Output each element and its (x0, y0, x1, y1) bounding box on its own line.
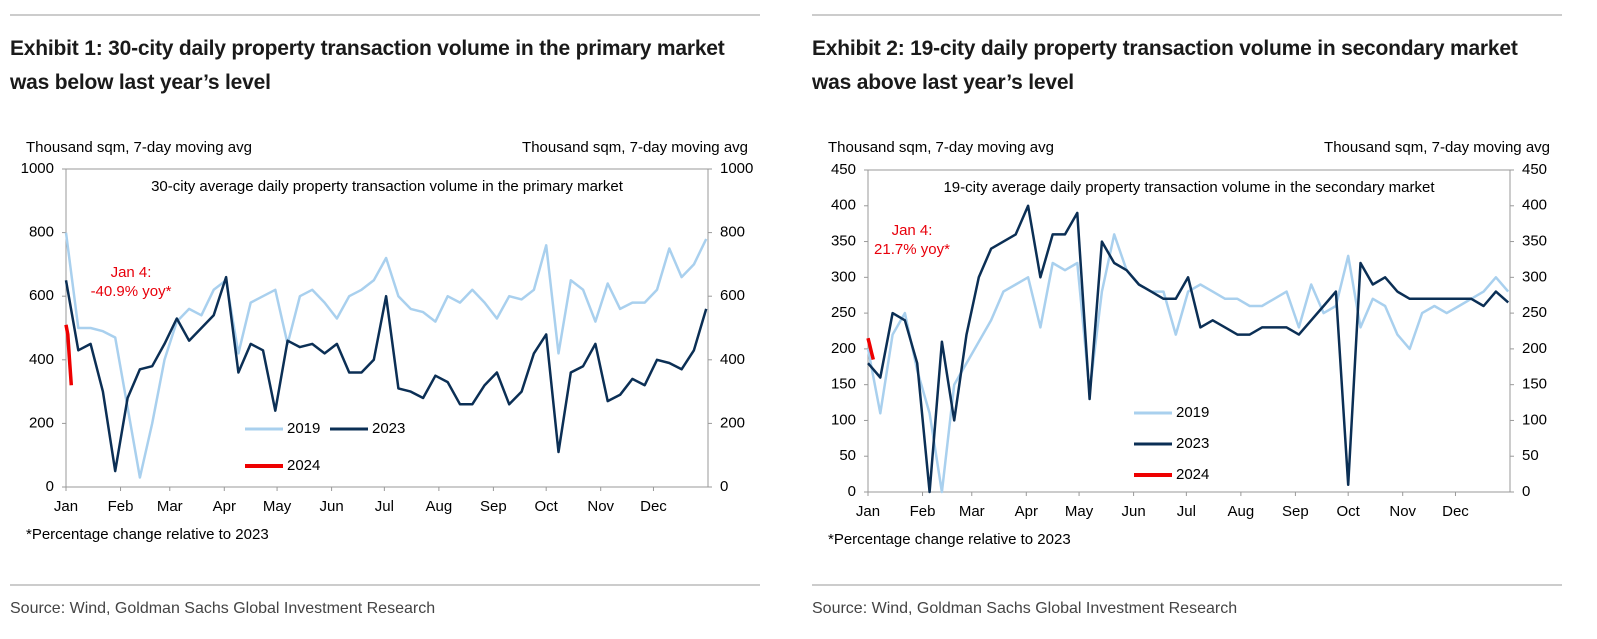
y2-tick-label: 200 (1522, 340, 1547, 357)
series-line (64, 275, 708, 473)
x-tick-label: Feb (910, 503, 936, 520)
y2-axis-label: Thousand sqm, 7-day moving avg (522, 139, 748, 156)
y2-tick-label: 0 (720, 478, 728, 495)
legend-label: 2024 (1176, 466, 1209, 483)
series-line (64, 232, 708, 479)
x-tick-label: Nov (587, 498, 614, 515)
y2-tick-label: 1000 (720, 160, 753, 177)
y-tick-label: 400 (29, 351, 54, 368)
x-tick-label: Sep (1282, 503, 1309, 520)
y-tick-label: 0 (46, 478, 54, 495)
x-tick-label: Mar (157, 498, 183, 515)
y2-tick-label: 0 (1522, 483, 1530, 500)
plot-frame (65, 168, 709, 488)
x-tick-label: May (1065, 503, 1094, 520)
exhibit-title: Exhibit 2: 19-city daily property transa… (812, 37, 1518, 94)
annotation: 21.7% yoy* (874, 241, 950, 258)
y-tick-label: 200 (831, 340, 856, 357)
x-tick-label: Oct (1337, 503, 1361, 520)
y-tick-label: 150 (831, 376, 856, 393)
y-tick-label: 450 (831, 161, 856, 178)
y-tick-label: 600 (29, 287, 54, 304)
series-line (866, 337, 875, 361)
x-tick-label: Feb (108, 498, 134, 515)
legend-label: 2024 (287, 457, 320, 474)
y2-tick-label: 800 (720, 224, 745, 241)
y2-tick-label: 400 (720, 351, 745, 368)
x-tick-label: May (263, 498, 292, 515)
series-line (64, 324, 74, 386)
y2-tick-label: 50 (1522, 447, 1539, 464)
y-tick-label: 1000 (21, 160, 54, 177)
x-tick-label: Aug (426, 498, 453, 515)
y2-tick-label: 100 (1522, 411, 1547, 428)
x-tick-label: Oct (535, 498, 559, 515)
legend-label: 2023 (1176, 435, 1209, 452)
y-tick-label: 0 (848, 483, 856, 500)
y2-tick-label: 200 (720, 414, 745, 431)
y-tick-label: 800 (29, 224, 54, 241)
x-tick-label: Dec (1442, 503, 1469, 520)
x-tick-label: Mar (959, 503, 985, 520)
source: Source: Wind, Goldman Sachs Global Inves… (812, 600, 1237, 617)
legend-label: 2023 (372, 420, 405, 437)
y-tick-label: 200 (29, 414, 54, 431)
x-tick-label: Apr (213, 498, 236, 515)
exhibit-title: Exhibit 1: 30-city daily property transa… (10, 37, 725, 94)
x-tick-label: Jul (375, 498, 394, 515)
x-tick-label: Apr (1015, 503, 1038, 520)
y2-tick-label: 250 (1522, 304, 1547, 321)
y-axis-label: Thousand sqm, 7-day moving avg (26, 139, 252, 156)
x-tick-label: Jan (856, 503, 880, 520)
x-tick-label: Jan (54, 498, 78, 515)
y2-tick-label: 400 (1522, 197, 1547, 214)
series-line (866, 233, 1510, 494)
footnote: *Percentage change relative to 2023 (26, 526, 269, 543)
y2-tick-label: 150 (1522, 376, 1547, 393)
y2-tick-label: 600 (720, 287, 745, 304)
annotation: Jan 4: (892, 222, 933, 239)
subtitle: 30-city average daily property transacti… (151, 178, 624, 195)
y-tick-label: 400 (831, 197, 856, 214)
subtitle: 19-city average daily property transacti… (943, 179, 1435, 196)
x-tick-label: Nov (1389, 503, 1416, 520)
x-tick-label: Jul (1177, 503, 1196, 520)
y-tick-label: 100 (831, 411, 856, 428)
plot-frame (867, 169, 1511, 493)
footnote: *Percentage change relative to 2023 (828, 531, 1071, 548)
y2-tick-label: 350 (1522, 233, 1547, 250)
legend-label: 2019 (1176, 404, 1209, 421)
y-tick-label: 350 (831, 233, 856, 250)
y2-tick-label: 300 (1522, 268, 1547, 285)
x-tick-label: Dec (640, 498, 667, 515)
y-tick-label: 50 (839, 447, 856, 464)
source: Source: Wind, Goldman Sachs Global Inves… (10, 600, 435, 617)
x-tick-label: Jun (1122, 503, 1146, 520)
y2-tick-label: 450 (1522, 161, 1547, 178)
y2-axis-label: Thousand sqm, 7-day moving avg (1324, 139, 1550, 156)
x-tick-label: Jun (320, 498, 344, 515)
series-line (867, 204, 1510, 494)
y-tick-label: 300 (831, 268, 856, 285)
annotation: Jan 4: (111, 264, 152, 281)
x-tick-label: Aug (1228, 503, 1255, 520)
x-tick-label: Sep (480, 498, 507, 515)
legend-label: 2019 (287, 420, 320, 437)
annotation: -40.9% yoy* (91, 283, 172, 300)
y-tick-label: 250 (831, 304, 856, 321)
y-axis-label: Thousand sqm, 7-day moving avg (828, 139, 1054, 156)
